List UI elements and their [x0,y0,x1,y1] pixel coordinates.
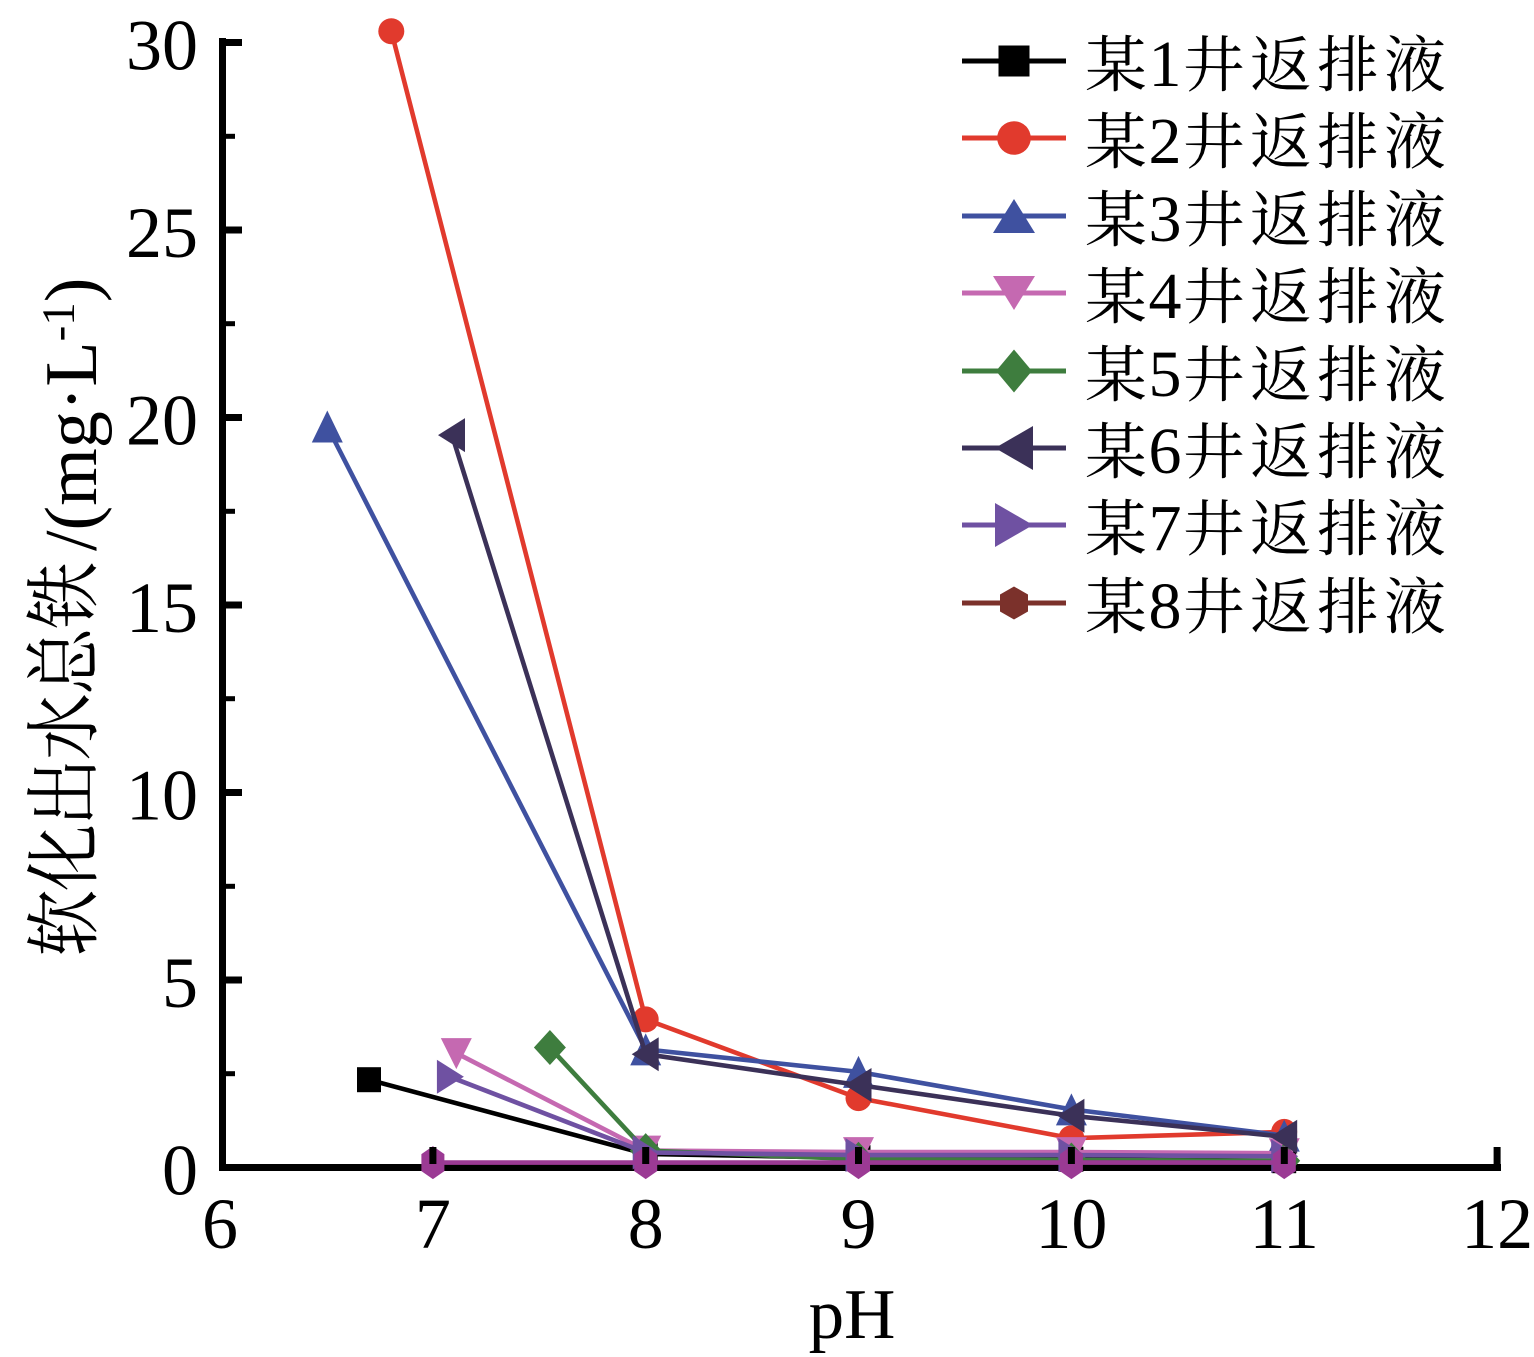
svg-text:15: 15 [126,568,198,648]
svg-text:5: 5 [1149,338,1182,411]
svg-text:8: 8 [1149,570,1182,643]
svg-text:6: 6 [1149,415,1182,488]
svg-text:25: 25 [126,193,198,273]
svg-text:1: 1 [1149,28,1182,101]
svg-text:4: 4 [1149,260,1182,333]
svg-text:8: 8 [628,1184,664,1264]
svg-text:9: 9 [841,1184,877,1264]
svg-text:6: 6 [202,1184,238,1264]
svg-text:12: 12 [1461,1184,1533,1264]
svg-text:3: 3 [1149,183,1182,256]
svg-text:7: 7 [415,1184,451,1264]
svg-text:10: 10 [1035,1184,1107,1264]
svg-text:5: 5 [162,943,198,1023]
svg-text:11: 11 [1250,1184,1319,1264]
svg-text:10: 10 [126,756,198,836]
svg-text:20: 20 [126,381,198,461]
svg-text:30: 30 [126,6,198,86]
svg-text:2: 2 [1149,105,1182,178]
svg-text:0: 0 [162,1131,198,1211]
svg-text:7: 7 [1149,492,1182,565]
svg-text:pH: pH [809,1276,896,1354]
